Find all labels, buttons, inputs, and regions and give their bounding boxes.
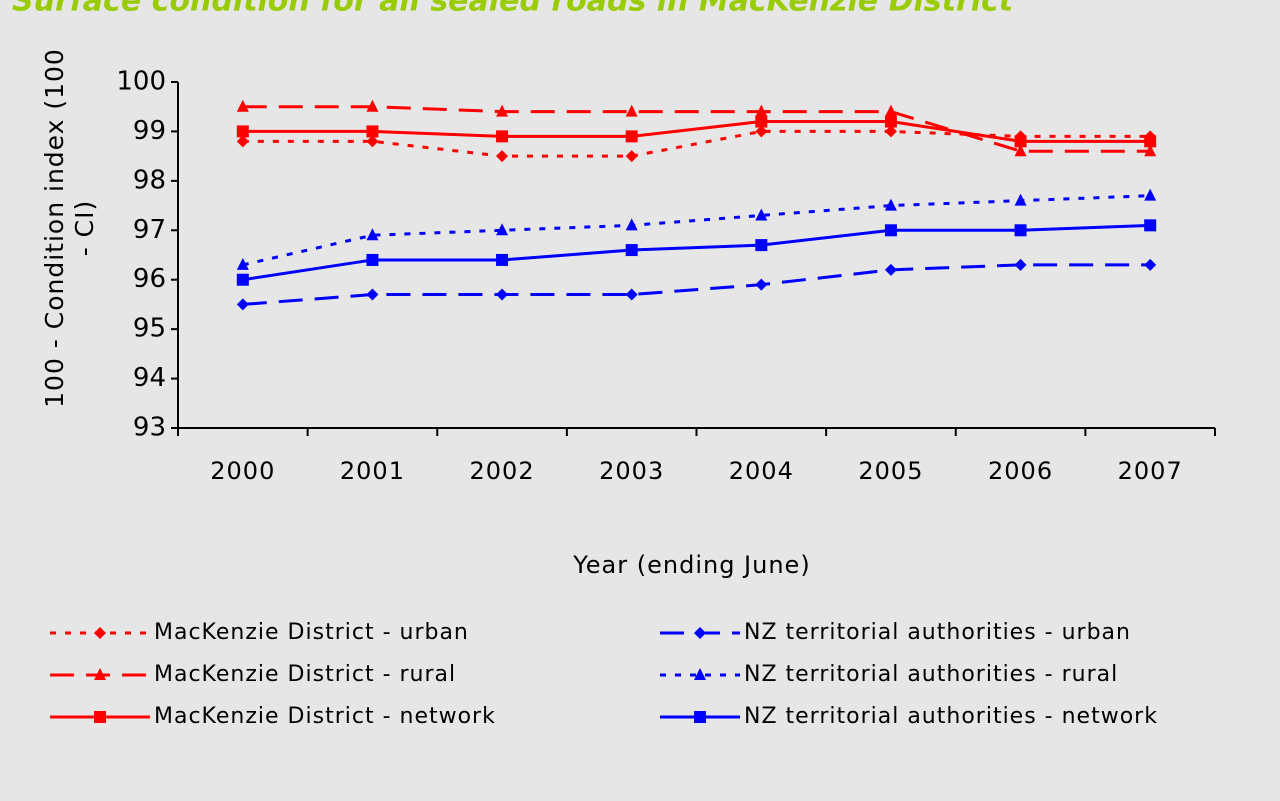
legend-marker — [94, 627, 106, 639]
marker — [884, 115, 897, 128]
y-tick-label: 99 — [133, 116, 166, 146]
marker — [366, 228, 379, 241]
marker — [755, 278, 768, 291]
marker — [755, 208, 768, 221]
marker — [1144, 188, 1157, 201]
y-tick-label: 100 — [116, 67, 166, 97]
y-tick-label: 97 — [133, 215, 166, 245]
legend-label: MacKenzie District - network — [154, 704, 496, 729]
marker — [236, 257, 249, 270]
x-axis-label: Year (ending June) — [572, 551, 810, 579]
marker — [625, 150, 638, 163]
x-tick-label: 2005 — [858, 457, 923, 485]
marker — [366, 99, 379, 112]
legend-marker — [694, 627, 706, 639]
x-tick-label: 2007 — [1118, 457, 1183, 485]
marker — [366, 253, 379, 266]
marker — [1014, 224, 1027, 237]
marker — [236, 99, 249, 112]
marker — [236, 298, 249, 311]
marker — [1144, 219, 1157, 232]
marker — [496, 130, 509, 143]
x-tick-label: 2004 — [729, 457, 794, 485]
marker — [625, 288, 638, 301]
marker — [884, 224, 897, 237]
series-line — [242, 223, 1151, 282]
series-line — [242, 194, 1151, 267]
marker — [236, 273, 249, 286]
marker — [496, 104, 509, 117]
marker — [755, 125, 768, 138]
marker — [625, 130, 638, 143]
marker — [366, 135, 379, 148]
marker — [625, 218, 638, 231]
legend-label: NZ territorial authorities - urban — [744, 620, 1131, 645]
y-tick-label: 93 — [133, 413, 166, 443]
marker — [496, 223, 509, 236]
marker — [366, 288, 379, 301]
marker — [884, 198, 897, 211]
marker — [496, 288, 509, 301]
legend-label: MacKenzie District - rural — [154, 662, 456, 687]
marker — [755, 115, 768, 128]
y-axis-label: 100 - Condition index (100 - CI) — [40, 48, 99, 408]
marker — [884, 263, 897, 276]
series-line — [242, 105, 1151, 153]
legend-marker — [94, 711, 106, 723]
series-line — [242, 263, 1151, 306]
y-tick-label: 95 — [133, 314, 166, 344]
y-tick-label: 98 — [133, 165, 166, 195]
marker — [884, 104, 897, 117]
marker — [236, 125, 249, 138]
x-tick-label: 2001 — [340, 457, 405, 485]
x-tick-label: 2000 — [210, 457, 275, 485]
marker — [1014, 135, 1027, 148]
marker — [1014, 144, 1027, 157]
legend-label: MacKenzie District - urban — [154, 620, 469, 645]
x-tick-label: 2006 — [988, 457, 1053, 485]
y-tick-label: 94 — [133, 363, 166, 393]
marker — [625, 104, 638, 117]
marker — [755, 104, 768, 117]
marker — [1014, 193, 1027, 206]
chart-title: Surface condition for all sealed roads i… — [12, 0, 1015, 19]
series-line — [242, 129, 1151, 158]
legend-marker — [694, 668, 706, 680]
legend-label: NZ territorial authorities - network — [744, 704, 1158, 729]
legend-marker — [694, 711, 706, 723]
x-tick-label: 2003 — [599, 457, 664, 485]
marker — [1144, 258, 1157, 271]
marker — [1144, 135, 1157, 148]
marker — [366, 125, 379, 138]
marker — [884, 125, 897, 138]
marker — [236, 135, 249, 148]
legend-marker — [94, 668, 106, 680]
marker — [1144, 144, 1157, 157]
marker — [496, 150, 509, 163]
marker — [755, 239, 768, 252]
x-tick-label: 2002 — [470, 457, 535, 485]
marker — [1014, 258, 1027, 271]
y-tick-label: 96 — [133, 264, 166, 294]
marker — [496, 253, 509, 266]
series-line — [242, 120, 1151, 143]
legend-label: NZ territorial authorities - rural — [744, 662, 1118, 687]
marker — [625, 244, 638, 257]
